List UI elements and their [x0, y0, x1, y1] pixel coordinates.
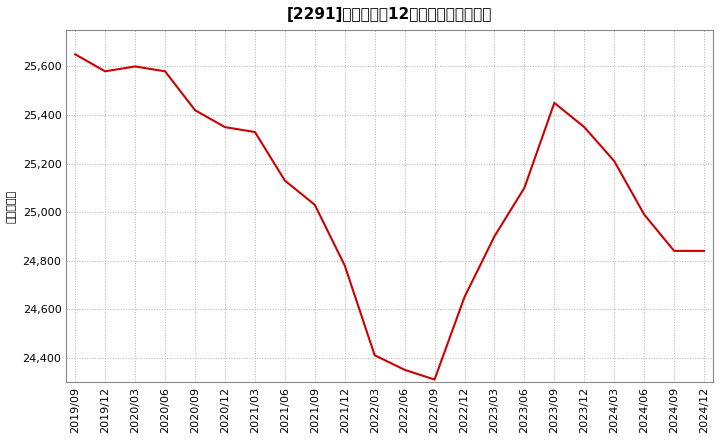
Title: [2291]　売上高の12か月移動合計の推移: [2291] 売上高の12か月移動合計の推移 [287, 7, 492, 22]
Y-axis label: （百万円）: （百万円） [7, 190, 17, 223]
